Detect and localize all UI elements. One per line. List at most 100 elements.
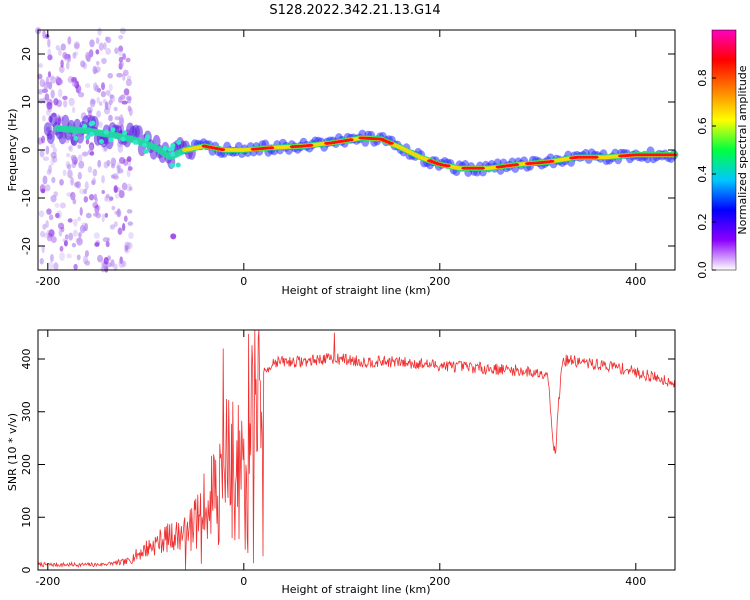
colorbar-tick-label: 0.8 <box>696 69 709 87</box>
noise-blob <box>42 223 47 230</box>
noise-blob <box>95 204 101 210</box>
noise-blob <box>50 194 57 203</box>
noise-blob <box>124 241 131 250</box>
noise-blob <box>110 157 117 167</box>
noise-blob <box>91 179 96 186</box>
noise-blob <box>116 165 121 175</box>
ridge-blob <box>142 142 148 148</box>
noise-blob <box>113 263 118 271</box>
noise-blob <box>38 63 43 68</box>
colorbar-tick-label: 0.0 <box>696 261 709 279</box>
noise-blob <box>77 154 83 162</box>
noise-blob <box>118 190 125 199</box>
noise-blob <box>84 250 89 257</box>
noise-blob <box>96 110 102 118</box>
noise-blob <box>108 114 113 122</box>
noise-blob <box>40 230 45 238</box>
noise-blob <box>118 96 123 104</box>
noise-blob <box>117 47 124 57</box>
noise-blob <box>92 168 98 177</box>
noise-blob <box>108 99 113 106</box>
ridge-blob <box>103 129 109 135</box>
noise-blob <box>87 149 94 156</box>
noise-blob <box>92 177 97 185</box>
noise-blob <box>76 237 83 246</box>
noise-blob <box>118 157 126 164</box>
ridge-blob <box>110 127 116 133</box>
noise-blob <box>70 154 77 161</box>
noise-blob <box>83 196 89 203</box>
noise-blob <box>77 144 82 149</box>
noise-blob <box>63 53 70 61</box>
ridge-peak <box>347 138 354 142</box>
noise-blob <box>43 232 49 238</box>
noise-blob <box>98 42 104 51</box>
noise-blob <box>75 237 82 244</box>
ridge-peak <box>307 143 314 147</box>
noise-blob <box>92 65 97 75</box>
noise-blob <box>101 213 105 223</box>
noise-blob <box>37 88 43 95</box>
noise-blob <box>41 135 46 144</box>
ridge-blob <box>89 131 95 137</box>
noise-blob <box>127 166 133 171</box>
ridge-peak <box>592 155 599 159</box>
noise-blob <box>55 44 60 51</box>
noise-blob <box>54 203 60 209</box>
noise-blob <box>60 43 66 51</box>
noise-blob <box>46 101 53 110</box>
noise-blob <box>121 182 128 191</box>
noise-blob <box>101 175 105 184</box>
noise-blob <box>50 156 55 166</box>
noise-blob <box>122 53 126 60</box>
noise-blob <box>81 151 89 157</box>
noise-blob <box>114 116 120 121</box>
noise-blob <box>118 259 125 268</box>
noise-blob <box>112 175 119 180</box>
noise-blob <box>68 97 75 107</box>
noise-blob <box>47 38 51 48</box>
noise-blob <box>58 65 65 74</box>
snr-x-tick-label: 0 <box>240 575 247 588</box>
snr-y-label: SNR (10 * v/v) <box>6 413 19 491</box>
noise-blob <box>53 98 59 106</box>
noise-blob <box>113 185 118 193</box>
spectrogram-y-tick-label: 20 <box>20 47 33 61</box>
noise-blob <box>117 144 124 153</box>
noise-blob <box>79 224 86 234</box>
noise-blob <box>62 99 68 108</box>
noise-blob <box>58 48 62 56</box>
noise-blob <box>40 188 46 194</box>
noise-blob <box>46 229 52 236</box>
noise-blob <box>76 254 81 261</box>
ridge-peak <box>671 153 678 157</box>
spectrogram-axes: -200 0 200 400 -20 -10 0 10 20 <box>20 30 675 288</box>
noise-blob <box>103 161 109 169</box>
snr-series-line <box>37 329 675 570</box>
noise-blob <box>125 78 132 87</box>
spectrogram-x-tick-label: 400 <box>625 275 646 288</box>
ridge-blob <box>175 162 181 168</box>
ridge-blob <box>85 134 91 140</box>
noise-blob <box>77 91 85 98</box>
ridge-blob <box>88 121 94 127</box>
noise-blob <box>62 95 68 101</box>
noise-blob <box>126 242 133 250</box>
noise-blob <box>46 235 53 242</box>
ridge-peak <box>548 159 555 163</box>
noise-blob <box>60 59 64 68</box>
ridge-blob <box>133 139 139 145</box>
noise-blob <box>114 47 119 55</box>
noise-blob <box>59 252 65 261</box>
noise-blob <box>48 214 54 221</box>
noise-blob <box>124 244 129 252</box>
noise-blob <box>95 37 100 45</box>
noise-blob <box>96 96 100 104</box>
noise-blob <box>116 207 121 217</box>
noise-blob <box>78 232 82 238</box>
snr-x-tick-label: 400 <box>625 575 646 588</box>
noise-blob <box>80 60 86 68</box>
noise-blob <box>82 255 89 265</box>
noise-blob <box>117 168 124 174</box>
spectrogram-x-tick-label: 200 <box>429 275 450 288</box>
